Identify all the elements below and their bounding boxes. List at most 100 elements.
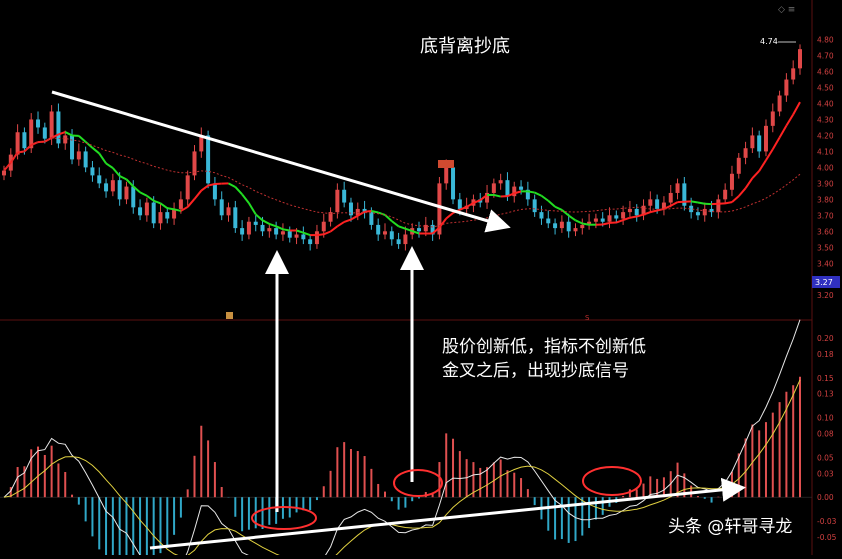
- caption-line-1: 股价创新低，指标不创新低: [442, 337, 646, 357]
- macd-tick-label: -0.03: [817, 517, 837, 526]
- candle-body: [750, 135, 754, 148]
- price-tick-label: 4.10: [817, 147, 834, 156]
- candle-body: [63, 135, 67, 143]
- candle-body: [342, 190, 346, 203]
- candle-body: [322, 222, 326, 232]
- candle-body: [267, 228, 271, 231]
- candle-body: [335, 190, 339, 212]
- watermark: 头条 @轩哥寻龙: [668, 517, 792, 537]
- ma-fast-segment: [528, 191, 535, 192]
- candle-body: [233, 207, 237, 228]
- candle-body: [696, 212, 700, 215]
- macd-tick-label: 0.15: [817, 374, 834, 383]
- price-tick-label: 3.90: [817, 179, 834, 188]
- candle-body: [206, 135, 210, 183]
- price-tick-label: 4.40: [817, 99, 834, 108]
- candle-body: [158, 212, 162, 223]
- candle-body: [111, 180, 115, 191]
- candle-body: [764, 126, 768, 152]
- candle-body: [145, 203, 149, 216]
- candle-body: [90, 167, 94, 175]
- candle-body: [186, 175, 190, 199]
- price-tick-label: 4.30: [817, 115, 834, 124]
- candle-body: [798, 49, 802, 68]
- ma-fast-segment: [698, 203, 705, 204]
- macd-tick-label: 0.00: [817, 493, 834, 502]
- candle-body: [505, 180, 509, 196]
- macd-tick-label: 0.13: [817, 390, 834, 399]
- candle-body: [22, 132, 26, 148]
- candle-body: [784, 80, 788, 96]
- candle-body: [608, 215, 612, 221]
- candle-body: [628, 209, 632, 212]
- candle-body: [744, 148, 748, 158]
- window-controls-icon[interactable]: ◇ ≡: [778, 5, 795, 15]
- price-tick-label: 4.60: [817, 68, 834, 77]
- ma-fast-segment: [725, 202, 732, 203]
- candle-body: [669, 193, 673, 203]
- candle-body: [274, 228, 278, 234]
- price-tick-label: 3.80: [817, 195, 834, 204]
- candle-body: [301, 234, 305, 239]
- candle-body: [567, 222, 571, 232]
- candle-body: [655, 199, 659, 209]
- candle-body: [703, 209, 707, 215]
- price-tick-label: 4.70: [817, 52, 834, 61]
- candle-body: [778, 96, 782, 112]
- candle-body: [737, 158, 741, 174]
- candle-body: [519, 187, 523, 190]
- macd-tick-label: 0.10: [817, 414, 834, 423]
- candle-body: [104, 183, 108, 191]
- candle-body: [553, 223, 557, 228]
- candle-body: [648, 199, 652, 205]
- ma-fast-segment: [317, 234, 324, 235]
- candle-body: [213, 183, 217, 199]
- candle-body: [621, 212, 625, 218]
- candle-body: [165, 212, 169, 218]
- candle-body: [77, 151, 81, 159]
- ma-fast-segment: [365, 211, 372, 212]
- candle-body: [247, 222, 251, 235]
- price-tick-label: 3.70: [817, 211, 834, 220]
- candle-body: [397, 239, 401, 244]
- price-tick-label: 3.50: [817, 243, 834, 252]
- candle-body: [560, 222, 564, 228]
- candle-body: [43, 127, 47, 138]
- price-tick-label: 3.40: [817, 259, 834, 268]
- price-tick-label: 4.20: [817, 131, 834, 140]
- ma-fast-segment: [630, 217, 637, 218]
- candle-body: [771, 111, 775, 125]
- candle-body: [131, 187, 135, 208]
- candle-body: [594, 219, 598, 222]
- candle-body: [403, 234, 407, 244]
- price-tick-label: 4.50: [817, 84, 834, 93]
- candle-body: [315, 231, 319, 244]
- candle-body: [179, 199, 183, 209]
- candle-body: [227, 207, 231, 215]
- candle-body: [261, 225, 265, 231]
- candle-body: [97, 175, 101, 183]
- candle-body: [499, 180, 503, 183]
- price-axis: 4.80 4.70 4.60 4.50 4.40 4.30 4.20 4.10 4.00 3.90…: [817, 36, 834, 301]
- event-marker-2-icon: S: [585, 314, 590, 322]
- macd-tick-label: 0.08: [817, 430, 834, 439]
- candle-body: [716, 199, 720, 212]
- candle-body: [138, 207, 142, 215]
- price-tick-label: 4.00: [817, 163, 834, 172]
- candle-body: [124, 187, 128, 200]
- candle-body: [50, 111, 54, 138]
- candle-body: [676, 183, 680, 193]
- price-tag: 3.27: [815, 278, 833, 287]
- candle-body: [417, 228, 421, 231]
- candle-body: [369, 212, 373, 225]
- price-tick-label: 3.60: [817, 227, 834, 236]
- candle-body: [295, 234, 299, 237]
- candle-body: [757, 135, 761, 151]
- candle-body: [383, 231, 387, 234]
- price-tick-label: 4.80: [817, 36, 834, 45]
- candle-body: [152, 203, 156, 224]
- price-tick-label: 3.20: [817, 291, 834, 300]
- ma-fast-segment: [691, 201, 698, 202]
